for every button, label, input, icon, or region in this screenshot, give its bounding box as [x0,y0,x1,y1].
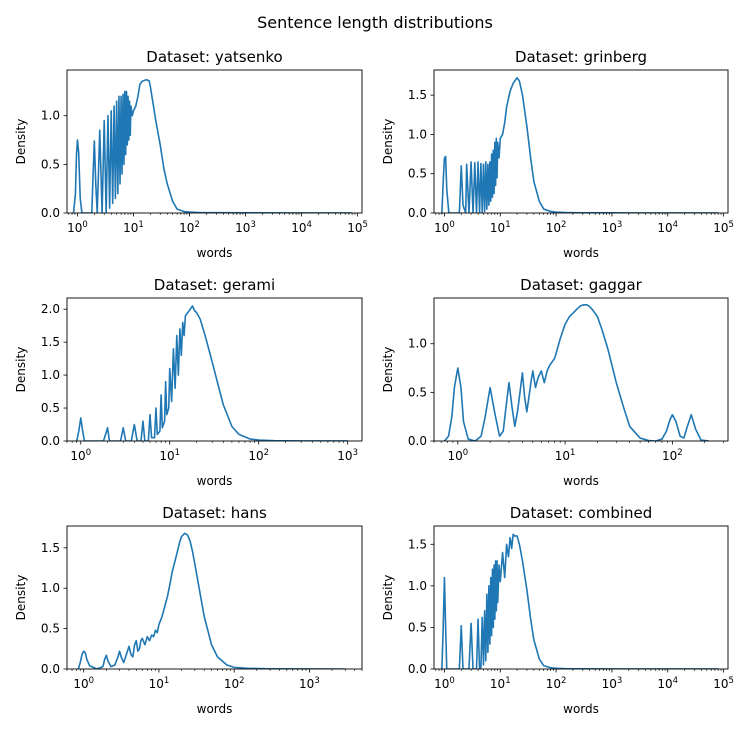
x-tick-label: 102 [662,448,683,463]
axes-frame [433,297,729,442]
subplot-title: Dataset: gerami [154,276,275,294]
x-tick-label: 100 [447,448,468,463]
x-tick-label: 100 [67,220,88,235]
y-axis-label: Density [14,575,28,621]
x-axis-label: words [197,702,233,716]
x-tick-label: 103 [602,676,623,691]
y-tick-label: 0.0 [41,434,60,448]
x-tick-label: 101 [555,448,576,463]
y-tick-label: 1.5 [41,541,60,555]
x-tick-label: 101 [159,448,180,463]
density-line [441,533,719,669]
subplot-4: Dataset: hans 100 101 102 103 0.0 0.5 1.0 1.5 wor… [14,504,363,716]
x-tick-label: 101 [123,220,144,235]
x-tick-label: 100 [73,676,94,691]
subplot-2: Dataset: gerami 100 101 102 103 0.0 0.5 1.0 1.5 2… [14,276,363,488]
x-tick-label: 101 [490,676,511,691]
x-tick-label: 105 [713,676,734,691]
y-tick-label: 1.0 [408,579,427,593]
x-tick-label: 103 [602,220,623,235]
x-tick-label: 101 [490,220,511,235]
subplot-title: Dataset: hans [162,504,267,522]
density-line [443,304,710,441]
x-tick-label: 105 [347,220,368,235]
x-tick-label: 102 [179,220,200,235]
subplot-1: Dataset: grinberg 100 101 102 103 104 105 0.0 0.… [381,48,734,260]
x-axis-label: words [563,702,599,716]
x-tick-label: 100 [70,448,91,463]
y-tick-label: 0.5 [408,385,427,399]
y-tick-label: 1.0 [408,127,427,141]
axes-frame [66,525,363,670]
y-tick-label: 0.0 [408,662,427,676]
y-tick-label: 0.0 [408,206,427,220]
y-axis-label: Density [381,119,395,165]
x-tick-label: 102 [546,220,567,235]
x-tick-label: 102 [546,676,567,691]
y-axis-label: Density [381,575,395,621]
density-line [72,78,353,213]
x-tick-label: 103 [337,448,358,463]
subplot-title: Dataset: yatsenko [146,48,282,66]
y-tick-label: 0.5 [408,620,427,634]
figure-suptitle: Sentence length distributions [257,13,493,32]
x-tick-label: 105 [713,220,734,235]
y-tick-label: 1.0 [41,109,60,123]
y-tick-label: 0.0 [41,662,60,676]
x-tick-label: 104 [657,220,678,235]
x-tick-label: 101 [149,676,170,691]
x-tick-label: 104 [291,220,312,235]
y-tick-label: 0.0 [408,434,427,448]
y-tick-label: 1.5 [41,335,60,349]
x-tick-label: 103 [299,676,320,691]
density-line [441,77,719,213]
y-axis-label: Density [14,119,28,165]
x-tick-label: 103 [235,220,256,235]
y-axis-label: Density [14,347,28,393]
subplot-0: Dataset: yatsenko 100 101 102 103 104 105 0.0 0.… [14,48,368,260]
y-tick-label: 0.5 [41,401,60,415]
density-line [77,532,346,669]
x-tick-label: 100 [434,220,455,235]
y-axis-label: Density [381,347,395,393]
subplot-title: Dataset: gaggar [520,276,643,294]
x-tick-label: 102 [248,448,269,463]
y-tick-label: 0.5 [41,157,60,171]
axes-frame [66,297,363,442]
density-line [75,305,348,441]
y-tick-label: 1.0 [408,337,427,351]
y-tick-label: 1.5 [408,537,427,551]
subplot-title: Dataset: combined [510,504,653,522]
axes-frame [433,69,729,214]
y-tick-label: 0.5 [408,167,427,181]
x-axis-label: words [197,246,233,260]
subplot-3: Dataset: gaggar 100 101 102 0.0 0.5 1.0 words De… [381,276,729,488]
x-tick-label: 100 [434,676,455,691]
y-tick-label: 0.5 [41,622,60,636]
axes-frame [433,525,729,670]
x-tick-label: 104 [657,676,678,691]
x-tick-label: 102 [224,676,245,691]
y-tick-label: 0.0 [41,206,60,220]
x-axis-label: words [563,246,599,260]
y-tick-label: 2.0 [41,302,60,316]
x-axis-label: words [197,474,233,488]
subplot-5: Dataset: combined 100 101 102 103 104 105 0.0 0.… [381,504,734,716]
subplot-title: Dataset: grinberg [515,48,647,66]
panels: Dataset: yatsenko 100 101 102 103 104 105 0.0 0.… [14,48,734,716]
axes-frame [66,69,363,214]
y-tick-label: 1.5 [408,88,427,102]
y-tick-label: 1.0 [41,368,60,382]
x-axis-label: words [563,474,599,488]
y-tick-label: 1.0 [41,581,60,595]
